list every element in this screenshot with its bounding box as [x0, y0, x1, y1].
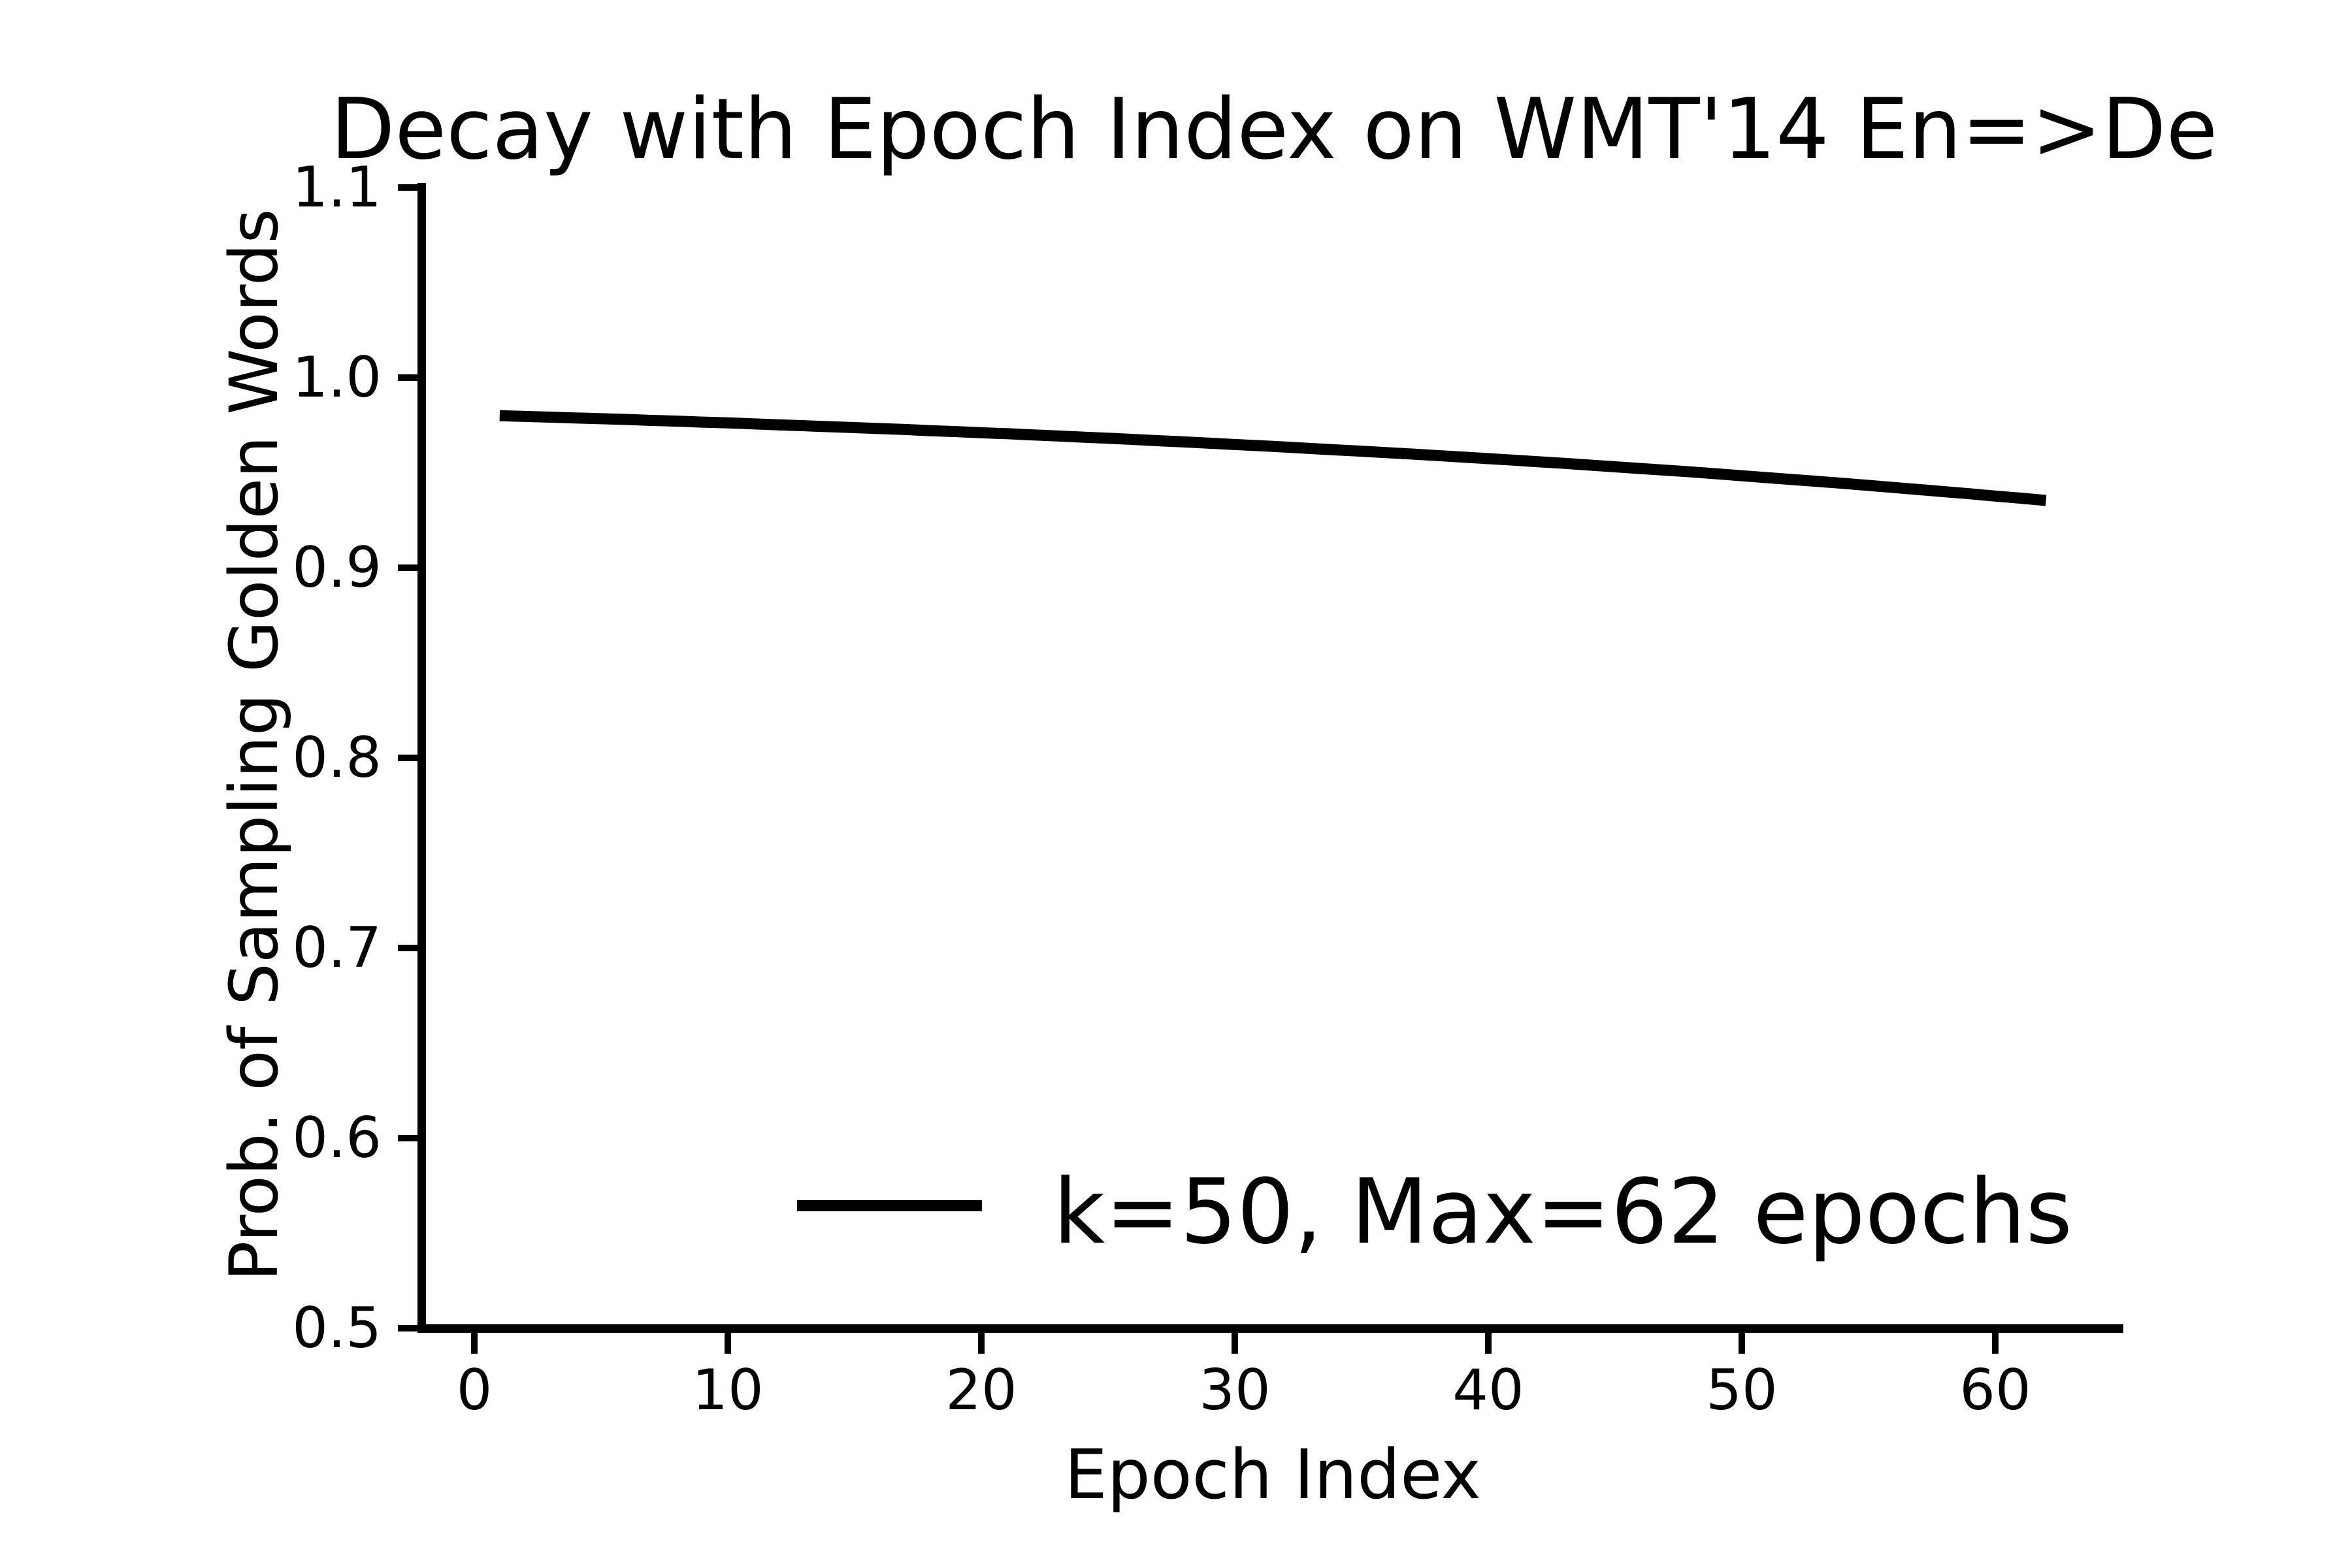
xtick-label-60: 60: [1959, 1358, 2031, 1423]
ytick-label-0.7: 0.7: [292, 915, 382, 981]
decay-curve-line: [499, 410, 2047, 506]
legend-entry-label: k=50, Max=62 epochs: [1053, 1160, 2073, 1264]
tick-marks: [398, 184, 1999, 1354]
ytick-label-0.8: 0.8: [292, 725, 382, 791]
xtick-label-20: 20: [945, 1358, 1017, 1423]
left-spine: [417, 183, 426, 1333]
xtick-label-40: 40: [1452, 1358, 1524, 1423]
ytick-label-0.9: 0.9: [292, 535, 382, 600]
ytick-label-1.0: 1.0: [292, 345, 382, 410]
chart-title: Decay with Epoch Index on WMT'14 En=>De: [330, 81, 2218, 178]
ytick-label-1.1: 1.1: [292, 155, 382, 220]
ytick-label-0.5: 0.5: [292, 1296, 382, 1361]
xtick-label-30: 30: [1199, 1358, 1271, 1423]
xtick-label-0: 0: [456, 1358, 493, 1423]
y-axis-label: Prob. of Sampling Golden Words: [216, 208, 293, 1281]
ytick-label-0.6: 0.6: [292, 1105, 382, 1171]
bottom-spine: [417, 1324, 2123, 1333]
xtick-label-50: 50: [1706, 1358, 1778, 1423]
x-axis-label: Epoch Index: [1064, 1435, 1481, 1514]
legend-line-sample: [797, 1200, 982, 1211]
xtick-label-10: 10: [692, 1358, 764, 1423]
